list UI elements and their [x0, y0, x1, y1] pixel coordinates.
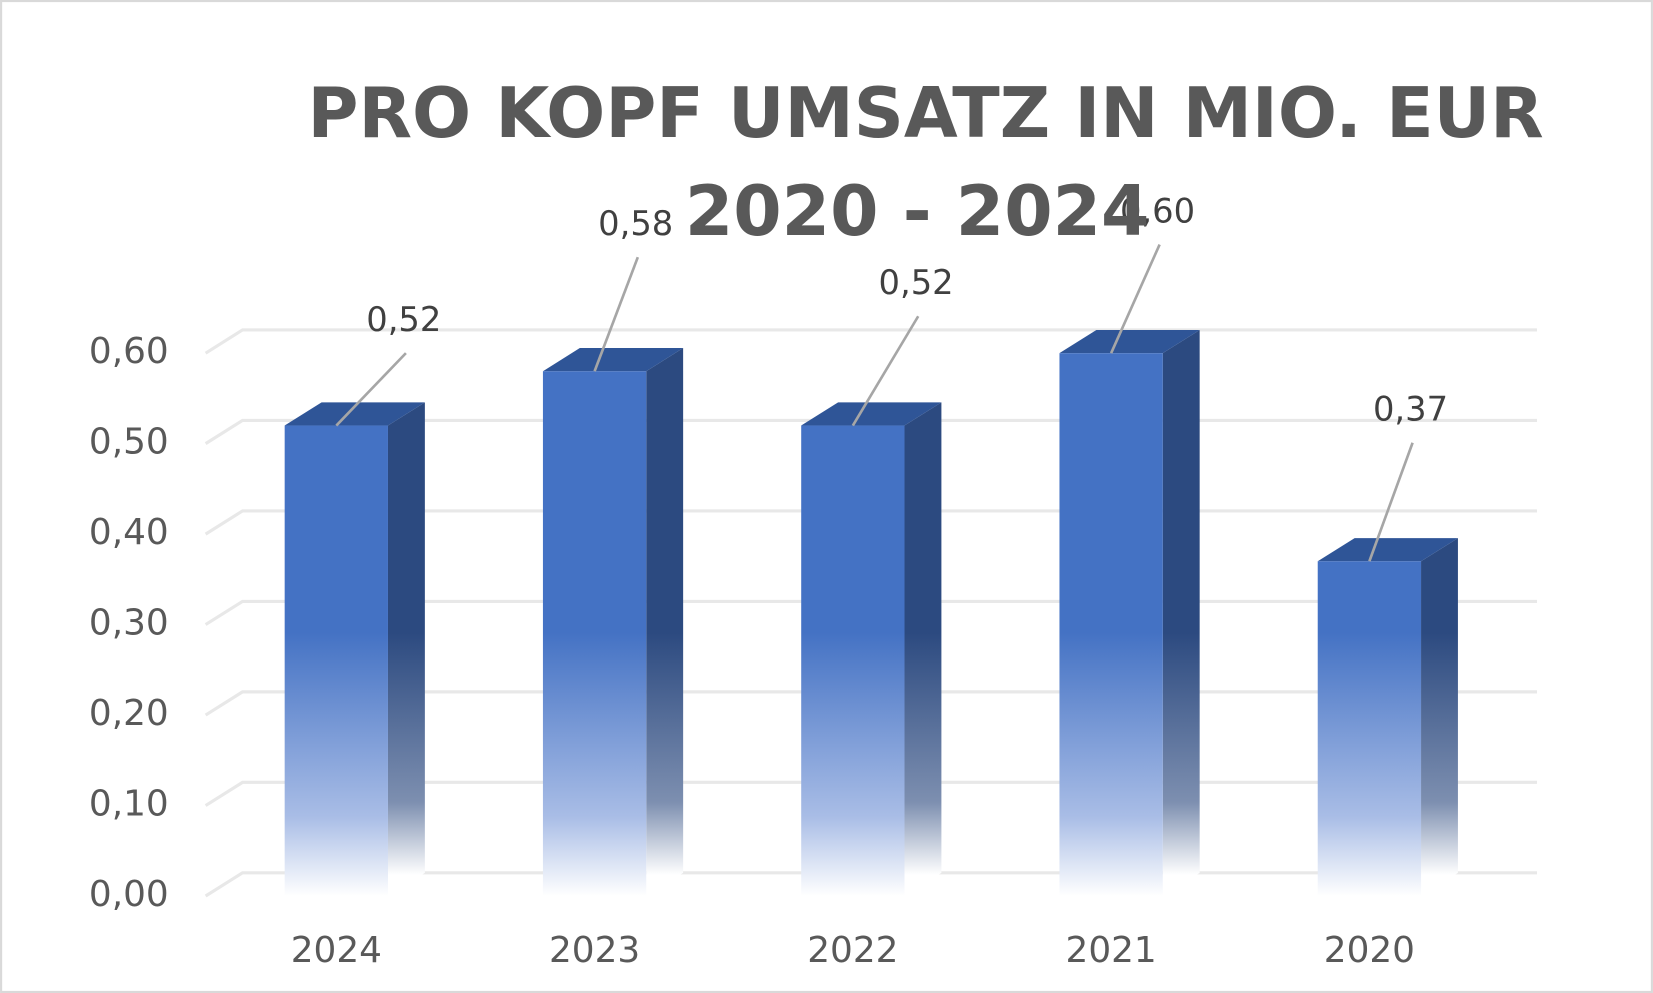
value-label: 0,52 [879, 263, 954, 302]
x-tick-label: 2020 [1324, 930, 1415, 971]
bar-top [1317, 538, 1458, 562]
leader-line [335, 352, 407, 427]
bar [1059, 353, 1163, 897]
bar-side [1421, 538, 1458, 897]
leader-line [593, 256, 640, 372]
leader-line [1109, 244, 1161, 354]
bar-top [801, 402, 942, 426]
bar-top [284, 402, 425, 426]
y-tick-label: 0,30 [89, 603, 169, 644]
chart-title: PRO KOPF UMSATZ IN MIO. EUR [308, 73, 1544, 154]
leader-line [851, 315, 920, 427]
bar-side [904, 402, 942, 897]
x-tick-label: 2022 [807, 930, 898, 971]
bar [1317, 561, 1422, 897]
value-label: 0,60 [1120, 191, 1195, 230]
leader-line [1368, 442, 1414, 562]
bar [284, 425, 388, 897]
bar-side [1162, 329, 1200, 897]
chart-title: 2020 - 2024 [685, 171, 1150, 252]
bar-side [387, 402, 425, 897]
x-tick-label: 2024 [291, 930, 382, 971]
y-tick-label: 0,60 [89, 331, 169, 372]
y-tick-label: 0,10 [89, 784, 169, 825]
bar-top [1059, 329, 1200, 354]
x-tick-label: 2021 [1066, 930, 1157, 971]
value-label: 0,58 [598, 204, 673, 243]
y-tick-label: 0,50 [89, 422, 169, 463]
y-tick-label: 0,00 [89, 874, 169, 915]
y-tick-label: 0,40 [89, 512, 169, 553]
bar [801, 425, 905, 897]
x-tick-label: 2023 [549, 930, 640, 971]
value-label: 0,52 [366, 300, 441, 339]
bar-side [646, 348, 684, 897]
bar [542, 371, 647, 897]
value-label: 0,37 [1373, 390, 1448, 429]
y-tick-label: 0,20 [89, 693, 169, 734]
bar-top [542, 348, 684, 372]
